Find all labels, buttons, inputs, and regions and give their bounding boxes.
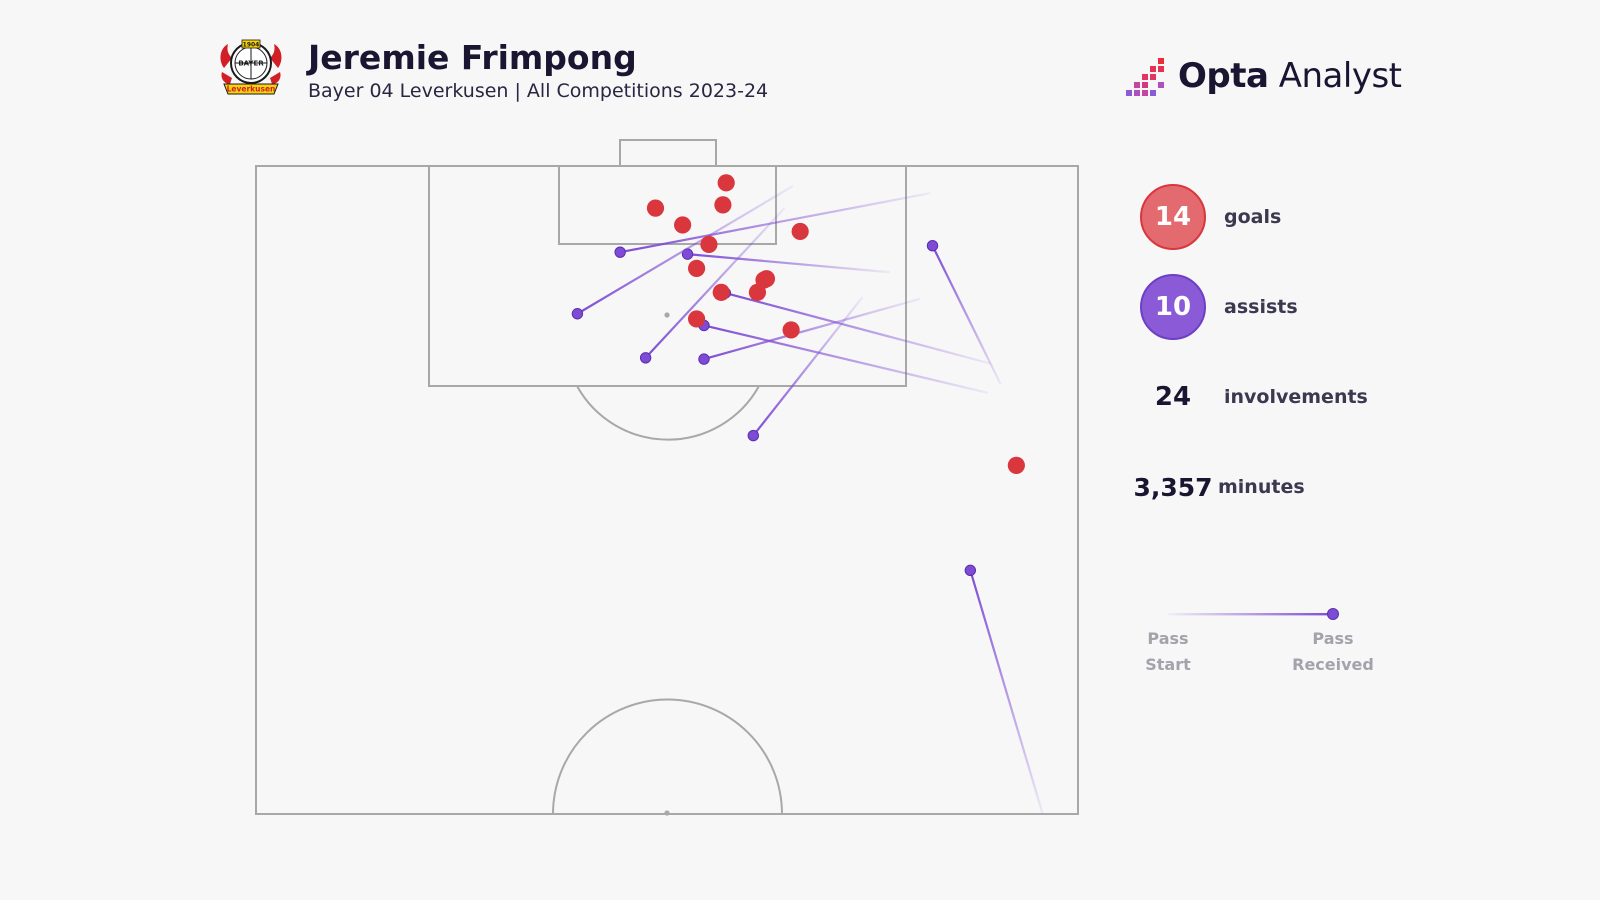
assists-label: assists	[1224, 296, 1298, 318]
opta-logo-icon	[1126, 58, 1164, 96]
goal-shot-point	[712, 283, 730, 301]
goal-shot-point	[700, 235, 718, 254]
assist-pass-line	[687, 253, 890, 274]
goal-shot-point	[757, 270, 776, 288]
goal-shot-point	[674, 216, 692, 234]
legend-pass-received-label: Pass Received	[1292, 629, 1374, 674]
stat-goals: 14 goals	[1140, 184, 1281, 250]
goals-badge: 14	[1140, 184, 1206, 250]
goal-shot-point	[714, 196, 732, 214]
assist-pass-line	[725, 291, 992, 365]
goal-shot-point	[687, 259, 706, 277]
assist-pass-line	[931, 245, 1002, 385]
brand-name-light: Analyst	[1268, 56, 1402, 96]
penalty-spot	[664, 312, 670, 318]
involvements-label: involvements	[1224, 386, 1368, 408]
goal-shots	[646, 174, 1025, 474]
penalty-box	[428, 165, 907, 387]
stat-minutes: 3,357 minutes	[1133, 454, 1305, 520]
goal-shot-point	[687, 310, 706, 328]
minutes-label: minutes	[1218, 476, 1305, 498]
stat-involvements: 24 involvements	[1140, 364, 1368, 430]
assist-pass-line	[703, 324, 988, 394]
six-yard-box	[558, 165, 777, 245]
crest-banner: Leverkusen	[227, 85, 276, 94]
assist-pass-line	[576, 185, 794, 315]
center-circle	[552, 698, 783, 815]
assist-pass-received-point	[698, 353, 710, 365]
legend-labels: Pass Start Pass Received	[1145, 600, 1390, 680]
chart-title: Jeremie Frimpong	[308, 38, 637, 77]
pitch-outline	[255, 165, 1079, 815]
brand-name: Opta Analyst	[1178, 56, 1402, 96]
legend-pass-start-label: Pass Start	[1145, 629, 1191, 674]
assist-passes	[571, 185, 1044, 815]
stat-assists: 10 assists	[1140, 274, 1298, 340]
assist-pass-received-point	[614, 246, 626, 258]
minutes-value: 3,357	[1133, 472, 1213, 502]
assist-pass-received-point	[747, 429, 760, 442]
assist-pass-line	[969, 570, 1044, 815]
legend-pass-line	[1168, 613, 1333, 616]
chart-header: 1904 BAYER Leverkusen Jeremie Frimpong B…	[216, 38, 768, 103]
goal-shot-point	[791, 222, 809, 241]
assist-pass-line	[619, 192, 931, 254]
goal-frame	[619, 139, 717, 167]
chart-subtitle: Bayer 04 Leverkusen | All Competitions 2…	[308, 80, 769, 102]
crest-text: BAYER	[238, 60, 264, 68]
penalty-arc	[576, 385, 760, 441]
pitch-markings	[255, 139, 1079, 815]
center-spot	[664, 810, 670, 816]
assists-badge: 10	[1140, 274, 1206, 340]
bayer-leverkusen-crest-icon: 1904 BAYER Leverkusen	[220, 39, 282, 95]
legend-pass-received-dot	[1327, 608, 1339, 620]
assist-pass-received-point	[926, 240, 939, 252]
goal-shot-point	[717, 174, 735, 192]
brand-name-bold: Opta	[1178, 56, 1269, 96]
assist-pass-line	[752, 296, 864, 437]
goal-shot-point	[748, 283, 767, 301]
involvements-value: 24	[1154, 382, 1192, 412]
goal-shot-point	[646, 199, 665, 217]
goal-shot-point	[782, 321, 800, 339]
opta-analyst-logo: Opta Analyst	[1124, 54, 1402, 98]
title-block: Jeremie Frimpong Bayer 04 Leverkusen | A…	[308, 38, 768, 103]
goals-label: goals	[1224, 206, 1282, 228]
pass-legend	[1168, 608, 1339, 620]
goal-shot-point	[1007, 456, 1025, 474]
assist-pass-received-point	[639, 352, 652, 364]
assist-pass-received-point	[964, 564, 977, 577]
assist-pass-received-point	[571, 308, 584, 320]
assist-pass-line	[703, 297, 921, 361]
assist-pass-line	[644, 207, 786, 359]
crest-year: 1904	[243, 42, 260, 49]
